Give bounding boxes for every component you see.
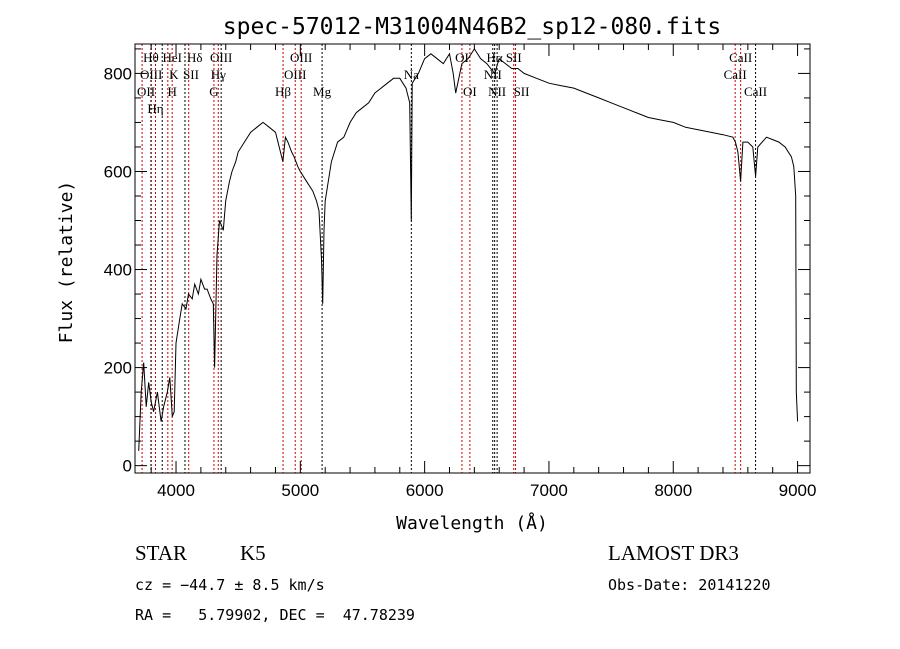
- x-tick-label: 9000: [779, 481, 817, 500]
- spectral-line-label: Hα: [487, 50, 503, 65]
- ra-dec: RA = 5.79902, DEC = 47.78239: [135, 606, 415, 624]
- x-tick-label: 8000: [654, 481, 692, 500]
- spectral-line-label: G: [209, 84, 218, 99]
- spectral-line-label: CaII: [729, 50, 752, 65]
- x-tick-label: 7000: [530, 481, 568, 500]
- spectral-line-label: OIII: [210, 50, 232, 65]
- y-axis-label: Flux (relative): [56, 181, 77, 344]
- chart-title: spec-57012-M31004N46B2_sp12-080.fits: [223, 14, 722, 40]
- x-tick-label: 6000: [406, 481, 444, 500]
- spectral-line-label: CaII: [744, 84, 767, 99]
- spectral-line-label: SII: [183, 67, 199, 82]
- plot-frame: [134, 43, 811, 474]
- spectral-line-label: OIII: [284, 67, 306, 82]
- spectral-line-label: K: [169, 67, 179, 82]
- spectral-line-label: NII: [484, 67, 502, 82]
- object-class: STAR: [135, 541, 187, 565]
- x-tick-label: 4000: [157, 481, 195, 500]
- spectral-line-label: OI: [455, 50, 469, 65]
- y-tick-label: 0: [123, 457, 132, 476]
- spectral-line-label: Hη: [147, 101, 163, 116]
- x-tick-label: 5000: [281, 481, 319, 500]
- y-tick-label: 600: [104, 162, 132, 181]
- spectrum-line: [138, 47, 799, 451]
- spectral-line-label: Hδ: [187, 50, 203, 65]
- object-subclass: K5: [240, 541, 266, 565]
- spectral-line-label: Na: [404, 67, 419, 82]
- spectral-line-label: Hγ: [211, 67, 226, 82]
- spectral-line-label: Hβ: [275, 84, 291, 99]
- y-tick-label: 400: [104, 261, 132, 280]
- spectral-line-label: SII: [506, 50, 522, 65]
- spectral-line-label: OIII: [290, 50, 312, 65]
- spectral-line-label: HeI: [162, 50, 182, 65]
- redshift-velocity: cz = −44.7 ± 8.5 km/s: [135, 576, 325, 594]
- spectral-line-label: SII: [514, 84, 530, 99]
- spectral-line-label: OI: [463, 84, 477, 99]
- spectral-line-label: CaII: [724, 67, 747, 82]
- y-tick-label: 200: [104, 359, 132, 378]
- survey-name: LAMOST DR3: [608, 541, 739, 565]
- spectral-line-label: OII: [137, 84, 155, 99]
- obs-date: Obs-Date: 20141220: [608, 576, 771, 594]
- x-axis-label: Wavelength (Å): [396, 512, 548, 534]
- spectral-line-label: H: [167, 84, 176, 99]
- spectral-line-label: OIII: [140, 67, 162, 82]
- spectral-line-label: Hθ: [143, 50, 159, 65]
- spectral-line-label: NII: [488, 84, 506, 99]
- spectral-line-label: Mg: [313, 84, 332, 99]
- y-tick-label: 800: [104, 64, 132, 83]
